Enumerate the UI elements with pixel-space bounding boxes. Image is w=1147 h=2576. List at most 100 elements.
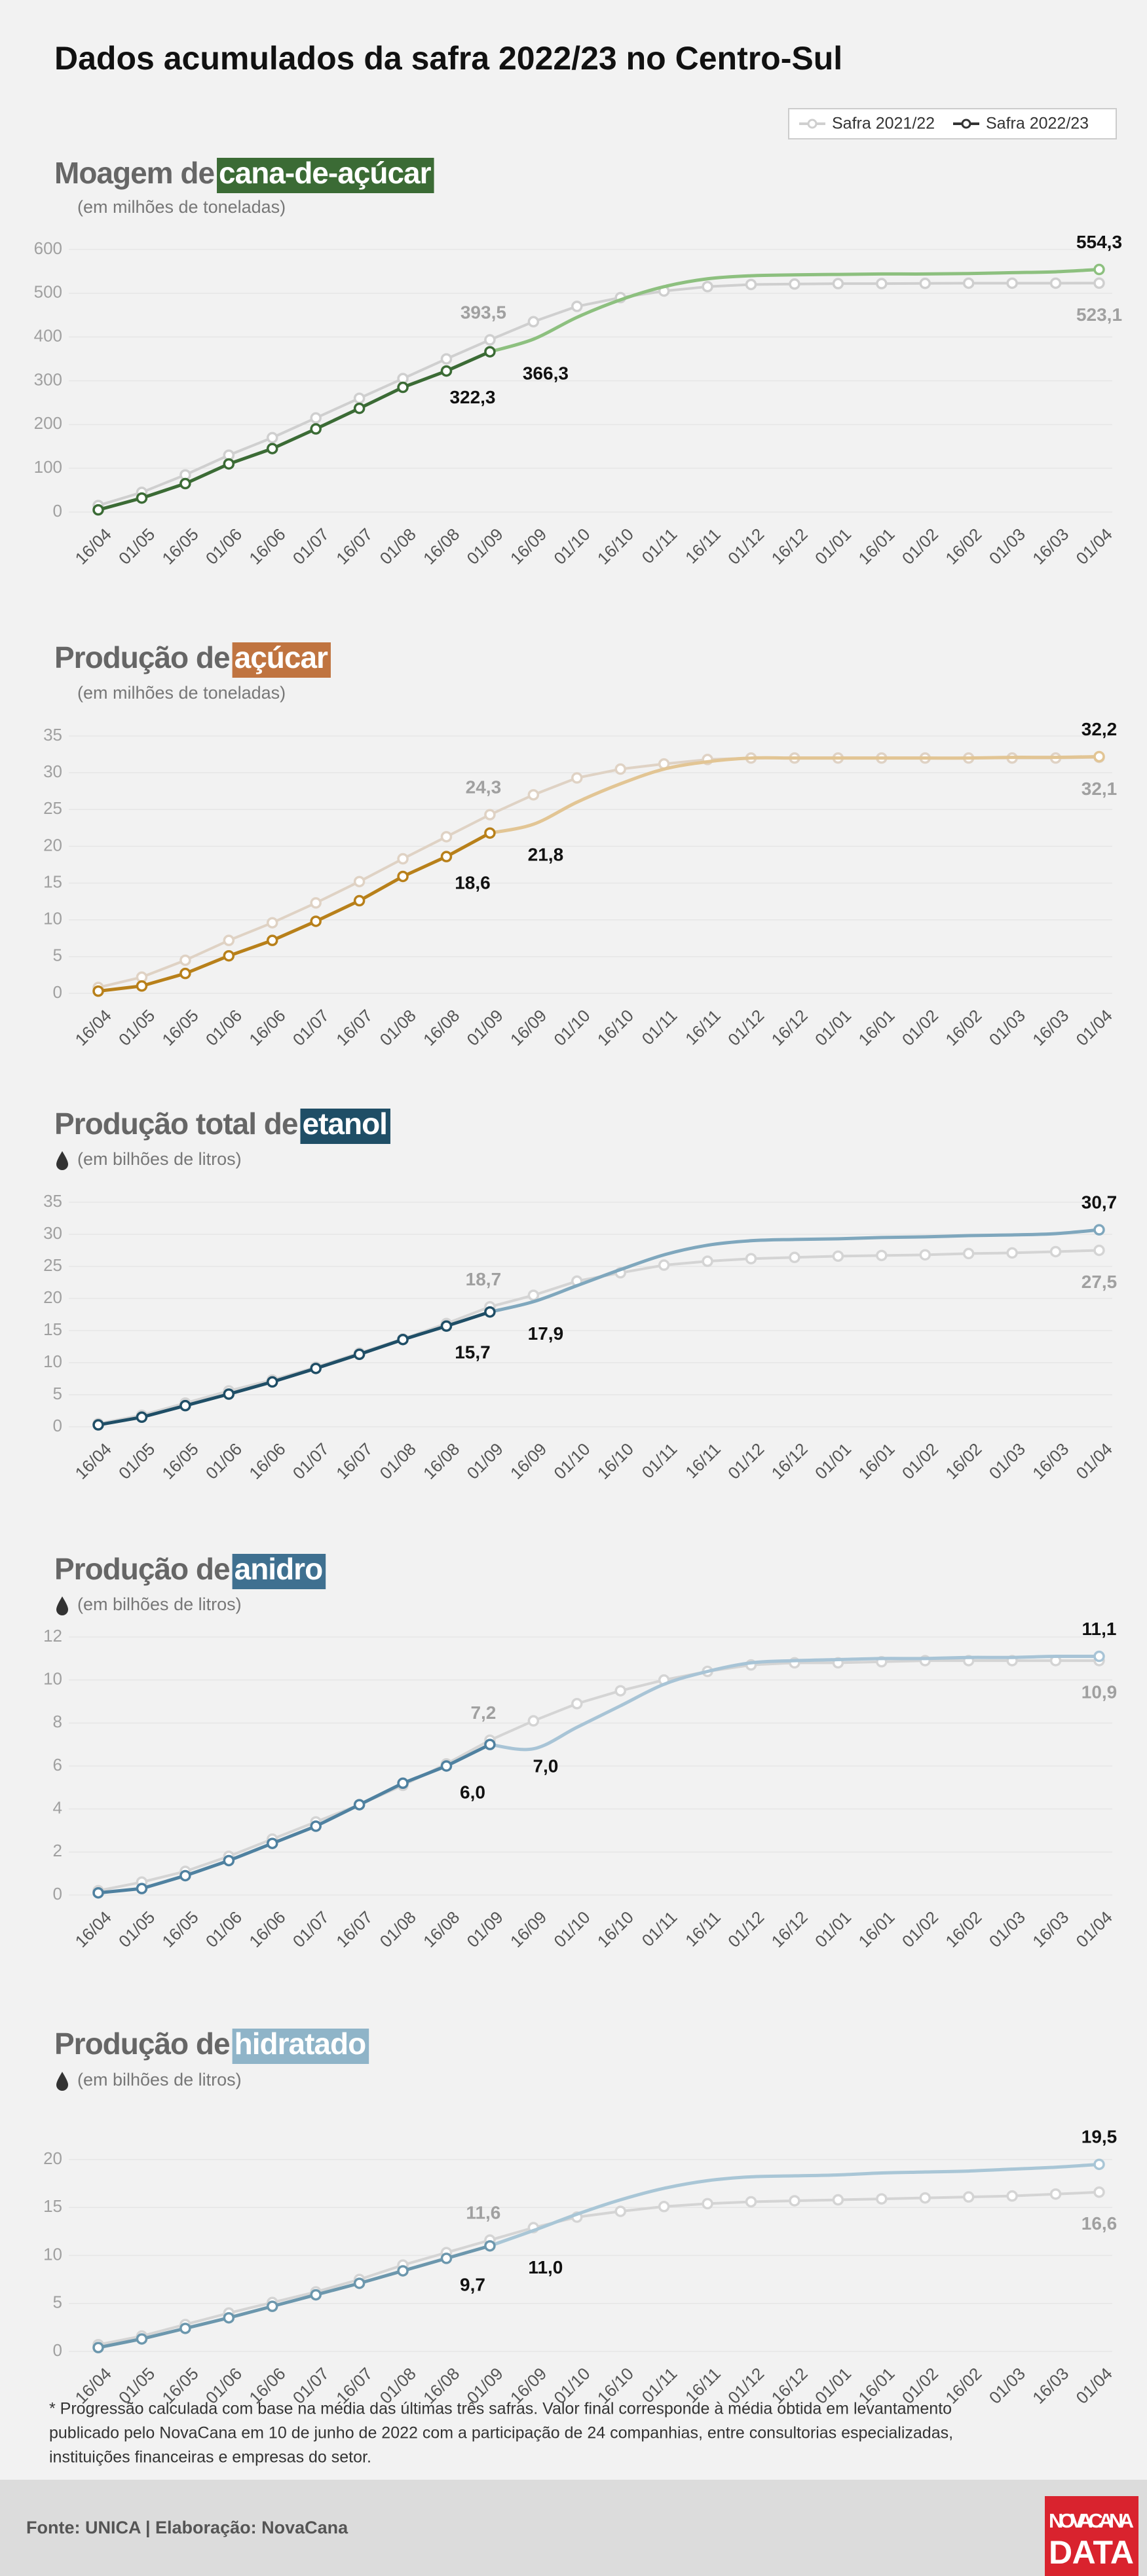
- y-tick-label: 20: [43, 2148, 62, 2168]
- y-tick-label: 30: [43, 1223, 62, 1243]
- point-marker: [266, 1376, 278, 1388]
- point-marker: [179, 2323, 191, 2334]
- legend-label: Safra 2021/22: [832, 115, 935, 133]
- drop-icon: [56, 1151, 68, 1170]
- point-marker: [962, 277, 975, 289]
- point-marker: [310, 2289, 322, 2301]
- title-highlight: [300, 1109, 390, 1144]
- chart-title: Produção total de: [54, 1107, 298, 1141]
- data-label: 27,5: [1081, 1272, 1118, 1292]
- point-marker: [832, 1250, 844, 1262]
- data-label: 7,0: [533, 1756, 558, 1776]
- point-marker: [440, 1320, 453, 1332]
- point-marker: [1006, 2190, 1018, 2202]
- point-marker: [266, 1837, 278, 1849]
- data-label: 32,2: [1081, 719, 1118, 739]
- point-marker: [179, 1399, 191, 1412]
- point-marker: [266, 432, 278, 444]
- point-marker: [702, 281, 713, 293]
- point-marker: [353, 2277, 366, 2289]
- footnote: publicado pelo NovaCana em 10 de junho d…: [49, 2424, 953, 2442]
- point-marker: [92, 2342, 104, 2353]
- y-tick-label: 5: [53, 946, 62, 965]
- point-marker: [745, 278, 757, 291]
- point-marker: [1093, 277, 1105, 289]
- chart-title: Produção de: [54, 1552, 230, 1586]
- point-marker: [919, 1249, 931, 1261]
- point-marker: [1049, 2188, 1062, 2200]
- point-marker: [832, 2194, 844, 2206]
- data-label: 15,7: [455, 1342, 491, 1363]
- point-marker: [310, 423, 322, 435]
- y-tick-label: 600: [34, 238, 62, 258]
- chart-title-highlight: etanol: [302, 1107, 386, 1141]
- data-label: 18,6: [455, 873, 491, 893]
- y-tick-label: 200: [34, 413, 62, 433]
- data-label: 523,1: [1076, 304, 1122, 325]
- data-label: 17,9: [528, 1323, 564, 1344]
- y-tick-label: 30: [43, 762, 62, 781]
- point-marker: [266, 443, 278, 454]
- chart-title: Produção de: [54, 640, 230, 674]
- point-marker: [266, 934, 278, 946]
- point-marker: [266, 2300, 278, 2312]
- chart-title: Produção de: [54, 2027, 230, 2061]
- point-marker: [1049, 1245, 1062, 1258]
- y-tick-label: 15: [43, 1319, 62, 1339]
- point-marker: [92, 1419, 104, 1431]
- point-marker: [397, 2265, 409, 2277]
- point-marker: [745, 1253, 757, 1264]
- logo-text: DATA: [1049, 2534, 1134, 2571]
- point-marker: [179, 1869, 191, 1882]
- y-tick-label: 8: [53, 1712, 62, 1731]
- legend-marker: [961, 119, 971, 129]
- point-marker: [440, 2253, 453, 2264]
- chart-title-highlight: cana-de-açúcar: [219, 156, 432, 190]
- series-line: [98, 2244, 491, 2349]
- point-marker: [353, 1799, 366, 1811]
- data-label: 24,3: [466, 777, 502, 798]
- title-highlight: [232, 1554, 326, 1589]
- point-marker: [397, 1333, 409, 1346]
- title-highlight: [232, 642, 331, 678]
- point-marker: [876, 1249, 888, 1262]
- point-marker: [1006, 277, 1018, 289]
- data-label: 11,1: [1082, 1619, 1117, 1639]
- point-marker: [223, 934, 235, 946]
- point-marker: [527, 789, 540, 801]
- y-tick-label: 100: [34, 457, 62, 477]
- footnote: * Progressão calculada com base na média…: [49, 2400, 952, 2418]
- y-tick-label: 10: [43, 1669, 62, 1689]
- drop-icon: [56, 2072, 68, 2091]
- point-marker: [310, 897, 322, 909]
- point-marker: [571, 301, 583, 312]
- point-marker: [962, 1247, 975, 1260]
- point-marker: [702, 1255, 713, 1267]
- point-marker: [484, 2240, 496, 2252]
- point-marker: [484, 334, 496, 346]
- data-label: 554,3: [1076, 232, 1122, 252]
- y-tick-label: 400: [34, 326, 62, 346]
- chart-subtitle: (em milhões de toneladas): [77, 683, 286, 703]
- point-marker: [136, 980, 148, 992]
- point-marker: [527, 1715, 540, 1727]
- point-marker: [745, 2196, 757, 2208]
- point-marker: [1006, 1247, 1018, 1259]
- y-tick-label: 25: [43, 798, 62, 818]
- y-tick-label: 5: [53, 1384, 62, 1403]
- y-tick-label: 12: [43, 1626, 62, 1646]
- point-marker: [136, 2333, 148, 2345]
- point-marker: [1093, 1244, 1105, 1257]
- data-label: 18,7: [466, 1269, 502, 1289]
- point-marker: [702, 2198, 713, 2210]
- point-marker: [919, 2192, 931, 2204]
- point-marker: [223, 2311, 235, 2324]
- y-tick-label: 10: [43, 2244, 62, 2264]
- series-line: [489, 754, 1100, 835]
- point-marker: [1093, 1650, 1105, 1663]
- point-marker: [614, 1685, 626, 1697]
- point-marker: [527, 1289, 540, 1301]
- y-tick-label: 0: [53, 982, 62, 1002]
- point-marker: [789, 278, 800, 290]
